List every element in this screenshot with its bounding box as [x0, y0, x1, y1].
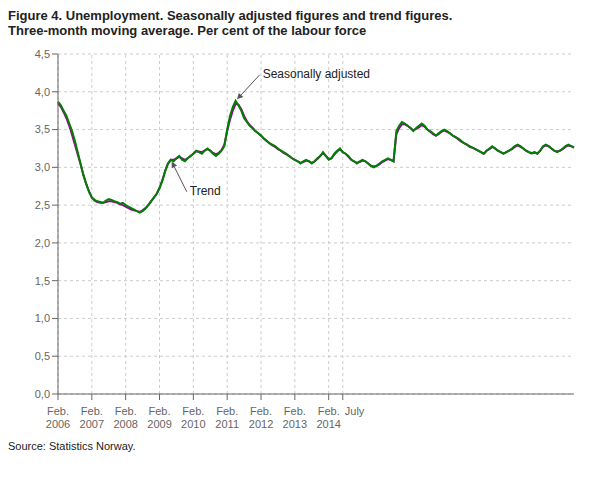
html-text:Source: Statistics Norway.: Source: Statistics Norway.: [8, 440, 136, 452]
svg-text:0,0: 0,0: [35, 388, 50, 400]
html-text:Three-month moving average. Pe: Three-month moving average. Per cent of …: [8, 23, 367, 38]
svg-text:3,5: 3,5: [35, 123, 50, 135]
svg-text:Feb.2006: Feb.2006: [46, 405, 70, 430]
svg-text:1,0: 1,0: [35, 312, 50, 324]
svg-text:Feb.2010: Feb.2010: [181, 405, 205, 430]
svg-text:Feb.2008: Feb.2008: [113, 405, 137, 430]
svg-text:Feb.2011: Feb.2011: [215, 405, 239, 430]
svg-text:0,5: 0,5: [35, 350, 50, 362]
html-text:Figure 4. Unemployment. Season: Figure 4. Unemployment. Seasonally adjus…: [8, 8, 453, 23]
svg-text:July: July: [345, 405, 365, 417]
svg-text:4,0: 4,0: [35, 86, 50, 98]
svg-text:Feb.2007: Feb.2007: [80, 405, 104, 430]
svg-text:Feb.2012: Feb.2012: [249, 405, 273, 430]
svg-text:Feb.2013: Feb.2013: [283, 405, 307, 430]
svg-text:Feb.2014: Feb.2014: [316, 405, 340, 430]
svg-text:3,0: 3,0: [35, 161, 50, 173]
svg-text:Trend: Trend: [190, 184, 221, 198]
svg-text:Feb.2009: Feb.2009: [147, 405, 171, 430]
svg-text:Seasonally adjusted: Seasonally adjusted: [263, 67, 370, 81]
svg-text:1,5: 1,5: [35, 275, 50, 287]
svg-text:4,5: 4,5: [35, 48, 50, 60]
svg-text:2,0: 2,0: [35, 237, 50, 249]
svg-text:2,5: 2,5: [35, 199, 50, 211]
